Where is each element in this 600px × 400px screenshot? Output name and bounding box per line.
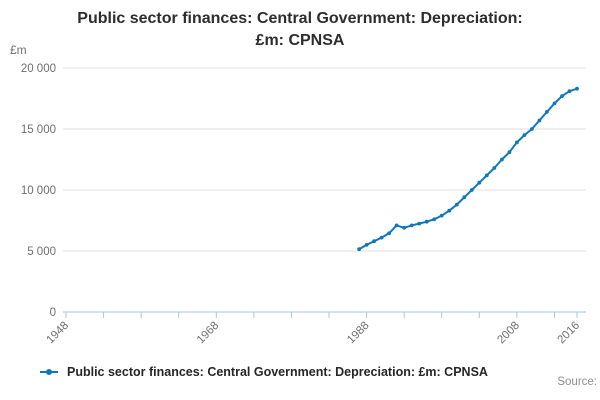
data-point-marker [409, 223, 414, 228]
y-tick-label: 10 000 [21, 185, 56, 197]
data-point-marker [462, 195, 467, 200]
data-point-marker [492, 166, 497, 170]
data-point-marker [387, 231, 391, 236]
data-point-marker [469, 188, 474, 192]
chart-title: Public sector finances: Central Governme… [0, 8, 600, 52]
x-tick-label: 1948 [45, 320, 72, 347]
chart-title-line2: £m: CPNSA [255, 32, 345, 49]
data-point-marker [454, 202, 459, 207]
data-point-marker [432, 217, 437, 222]
y-tick-label: 15 000 [21, 124, 56, 136]
legend-line-marker-icon [40, 369, 58, 375]
data-point-marker [560, 94, 564, 98]
data-point-marker [357, 247, 361, 252]
data-point-marker [500, 157, 504, 162]
legend-label: Public sector finances: Central Governme… [67, 365, 488, 379]
data-point-marker [567, 89, 572, 94]
x-tick-label: 2008 [495, 320, 522, 347]
data-point-marker [372, 239, 376, 244]
data-point-marker [439, 213, 444, 218]
data-point-marker [477, 180, 482, 185]
data-point-marker [537, 118, 542, 123]
y-tick-label: 0 [50, 307, 56, 319]
data-point-marker [507, 150, 512, 155]
data-point-marker [515, 140, 519, 145]
legend: Public sector finances: Central Governme… [0, 365, 600, 379]
x-tick-label: 1988 [345, 320, 372, 347]
data-point-marker [364, 243, 369, 247]
data-point-marker [530, 127, 534, 131]
series-line [358, 87, 578, 251]
line-chart: £m 0 5 000 10 000 15 000 20 000 1948 1968 1988 20… [10, 43, 586, 347]
y-axis-unit-label: £m [10, 43, 27, 57]
chart-title-line1: Public sector finances: Central Governme… [77, 10, 523, 27]
y-tick-label: 5 000 [27, 246, 56, 258]
data-point-marker [394, 223, 399, 228]
data-point-marker [522, 133, 527, 138]
data-point-marker [484, 173, 489, 178]
data-point-marker [447, 208, 452, 213]
source-label: Source: [557, 376, 597, 388]
data-point-marker [545, 110, 549, 114]
data-point-marker [379, 235, 384, 240]
data-point-marker [417, 221, 422, 226]
x-tick-label: 1968 [195, 320, 222, 347]
data-point-marker [552, 101, 557, 106]
data-point-marker [402, 225, 407, 230]
x-tick-label: 2016 [556, 320, 583, 347]
data-point-marker [575, 86, 579, 91]
y-tick-label: 20 000 [21, 63, 56, 75]
data-point-marker [424, 219, 429, 224]
